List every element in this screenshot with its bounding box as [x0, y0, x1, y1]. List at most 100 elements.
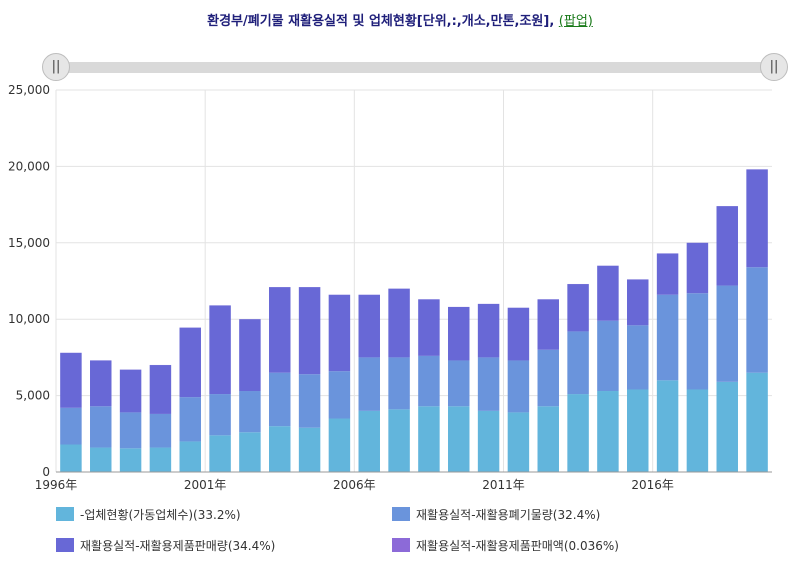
bar-series2-2014 — [597, 265, 619, 321]
bar-series2-1997 — [90, 360, 112, 407]
bar-series0-2009 — [448, 406, 470, 472]
bar-series1-2002 — [239, 391, 261, 433]
bar-series2-1998 — [119, 369, 142, 413]
bar-series1-2003 — [269, 372, 291, 427]
bar-series2-2018 — [716, 206, 738, 286]
bar-series1-2006 — [358, 357, 380, 411]
bar-series0-2011 — [507, 412, 530, 472]
bar-series1-2010 — [477, 357, 500, 411]
bar-series1-2015 — [627, 325, 649, 390]
legend-label-2: 재활용실적-재활용제품판매량(34.4%) — [80, 539, 276, 553]
bar-series1-2019 — [746, 267, 768, 373]
popup-link[interactable]: (팝업) — [558, 14, 593, 29]
bar-series1-1999 — [149, 413, 172, 448]
legend-label-3: 재활용실적-재활용제품판매액(0.036%) — [416, 539, 619, 553]
bar-series1-2014 — [597, 320, 619, 392]
bar-series0-1997 — [90, 447, 112, 472]
bar-series1-2016 — [656, 294, 679, 381]
bar-series1-2018 — [716, 285, 738, 382]
x-tick-label: 2016年 — [631, 478, 674, 492]
bar-series0-2000 — [179, 441, 201, 472]
range-slider-right-handle[interactable]: || — [760, 53, 788, 81]
bar-series0-2013 — [567, 394, 589, 472]
legend-swatch-0 — [56, 507, 74, 521]
bar-series2-2000 — [179, 327, 201, 398]
y-tick-label: 20,000 — [8, 159, 50, 173]
bar-series2-2007 — [388, 288, 410, 358]
x-tick-label: 2011年 — [482, 478, 525, 492]
bar-series1-2013 — [567, 331, 589, 395]
bar-series1-2008 — [418, 355, 440, 407]
chart-title: 환경부/폐기물 재활용실적 및 업체현황[단위,:,개소,만톤,조원], (팝업… — [0, 10, 800, 29]
bar-series2-1999 — [149, 365, 172, 414]
bar-series2-2009 — [448, 306, 470, 361]
bar-series0-1996 — [60, 444, 82, 472]
bar-series0-2014 — [597, 391, 619, 472]
y-tick-label: 15,000 — [8, 236, 50, 250]
bar-series1-1997 — [90, 406, 112, 448]
bar-series2-2015 — [627, 279, 649, 326]
bar-series1-2012 — [537, 349, 559, 407]
bar-series1-1996 — [60, 407, 82, 445]
range-slider-left-handle[interactable]: || — [42, 53, 70, 81]
bar-series0-2002 — [239, 432, 261, 472]
bar-series0-2017 — [686, 389, 709, 472]
bar-series2-2011 — [507, 307, 530, 361]
bar-series2-2004 — [298, 287, 321, 375]
y-tick-label: 5,000 — [16, 389, 50, 403]
legend-item-3[interactable]: 재활용실적-재활용제품판매액(0.036%) — [392, 537, 619, 554]
bar-series0-2008 — [418, 406, 440, 472]
bar-series1-2000 — [179, 397, 201, 442]
bar-series0-2018 — [716, 381, 738, 472]
bar-series2-2006 — [358, 294, 380, 358]
legend-swatch-1 — [392, 507, 410, 521]
bar-series0-2012 — [537, 406, 559, 472]
bar-series1-1998 — [119, 412, 142, 449]
bar-series1-2007 — [388, 357, 410, 410]
bar-series2-2019 — [746, 169, 768, 268]
y-tick-label: 0 — [42, 465, 50, 479]
range-slider-track[interactable] — [56, 62, 772, 73]
bar-series0-2003 — [269, 426, 291, 472]
bar-series0-2016 — [656, 380, 679, 472]
bar-series0-2004 — [298, 427, 321, 472]
bar-series2-2016 — [656, 253, 679, 295]
legend-label-0: -업체현황(가동업체수)(33.2%) — [80, 508, 241, 522]
legend-item-2[interactable]: 재활용실적-재활용제품판매량(34.4%) — [56, 537, 275, 554]
chart-title-text: 환경부/폐기물 재활용실적 및 업체현황[단위,:,개소,만톤,조원], — [207, 14, 555, 29]
bar-series0-1998 — [119, 448, 142, 472]
legend-swatch-2 — [56, 538, 74, 552]
bar-series0-2010 — [477, 410, 500, 472]
y-tick-label: 25,000 — [8, 83, 50, 97]
bar-series2-2001 — [209, 305, 231, 395]
x-tick-label: 1996年 — [35, 478, 78, 492]
bar-series1-2004 — [298, 374, 321, 428]
legend-item-0[interactable]: -업체현황(가동업체수)(33.2%) — [56, 506, 241, 523]
legend-swatch-3 — [392, 538, 410, 552]
bar-series2-2005 — [328, 294, 351, 372]
y-tick-label: 10,000 — [8, 312, 50, 326]
bar-series2-2002 — [239, 319, 261, 392]
bar-series0-2001 — [209, 435, 231, 472]
bar-series1-2005 — [328, 371, 351, 419]
bar-series2-2013 — [567, 284, 589, 332]
bar-series2-2003 — [269, 287, 291, 373]
legend-item-1[interactable]: 재활용실적-재활용폐기물량(32.4%) — [392, 506, 600, 523]
bar-series0-1999 — [149, 447, 172, 472]
bar-series0-2006 — [358, 410, 380, 472]
x-tick-label: 2006年 — [333, 478, 376, 492]
bar-series2-2017 — [686, 242, 709, 294]
bar-series2-2010 — [477, 303, 500, 358]
bar-series0-2019 — [746, 372, 768, 472]
x-tick-label: 2001年 — [184, 478, 227, 492]
bar-series2-2008 — [418, 299, 440, 356]
bar-series1-2017 — [686, 293, 709, 390]
bar-series0-2007 — [388, 409, 410, 472]
bar-series1-2001 — [209, 394, 231, 436]
bar-series0-2005 — [328, 418, 351, 472]
bar-series1-2009 — [448, 360, 470, 407]
bar-series0-2015 — [627, 389, 649, 472]
bar-series2-1996 — [60, 352, 82, 408]
legend-label-1: 재활용실적-재활용폐기물량(32.4%) — [416, 508, 601, 522]
